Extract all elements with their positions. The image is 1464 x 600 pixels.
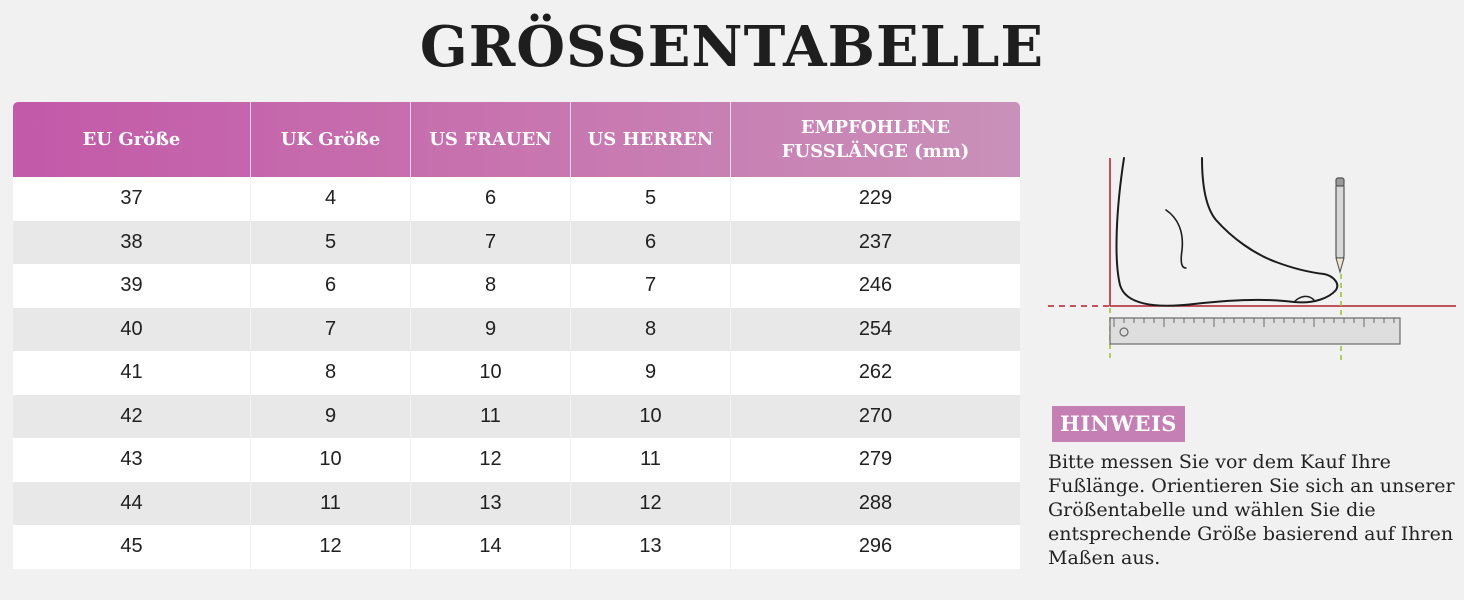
cell-eu: 42: [13, 394, 251, 438]
cell-us-women: 11: [411, 394, 571, 438]
cell-uk: 6: [251, 264, 411, 308]
cell-eu: 43: [13, 438, 251, 482]
cell-foot-length: 237: [731, 220, 1020, 264]
column-header-eu: EU Größe: [13, 102, 251, 177]
page-title: GRÖSSENTABELLE: [419, 14, 1045, 80]
cell-us-men: 5: [571, 177, 731, 221]
cell-us-men: 8: [571, 307, 731, 351]
table-row: 40 7 9 8 254: [13, 307, 1020, 351]
cell-uk: 10: [251, 438, 411, 482]
cell-foot-length: 262: [731, 351, 1020, 395]
cell-eu: 39: [13, 264, 251, 308]
cell-eu: 38: [13, 220, 251, 264]
cell-foot-length: 288: [731, 481, 1020, 525]
table-row: 45 12 14 13 296: [13, 525, 1020, 569]
cell-eu: 37: [13, 177, 251, 221]
cell-foot-length: 229: [731, 177, 1020, 221]
cell-us-men: 12: [571, 481, 731, 525]
cell-us-women: 14: [411, 525, 571, 569]
table-row: 41 8 10 9 262: [13, 351, 1020, 395]
column-header-us-women: US FRAUEN: [411, 102, 571, 177]
cell-uk: 7: [251, 307, 411, 351]
cell-eu: 41: [13, 351, 251, 395]
hint-label: HINWEIS: [1052, 406, 1185, 442]
cell-us-women: 13: [411, 481, 571, 525]
cell-us-men: 9: [571, 351, 731, 395]
cell-foot-length: 296: [731, 525, 1020, 569]
table-row: 42 9 11 10 270: [13, 394, 1020, 438]
cell-eu: 45: [13, 525, 251, 569]
cell-us-men: 13: [571, 525, 731, 569]
cell-us-women: 9: [411, 307, 571, 351]
cell-us-men: 10: [571, 394, 731, 438]
column-header-us-men: US HERREN: [571, 102, 731, 177]
foot-measurement-illustration: [1048, 157, 1456, 362]
cell-uk: 8: [251, 351, 411, 395]
hint-text: Bitte messen Sie vor dem Kauf Ihre Fußlä…: [1048, 451, 1455, 569]
table-row: 38 5 7 6 237: [13, 220, 1020, 264]
pencil-icon: [1335, 177, 1345, 275]
cell-foot-length: 246: [731, 264, 1020, 308]
foot-toe-detail: [1293, 295, 1315, 303]
cell-foot-length: 279: [731, 438, 1020, 482]
cell-uk: 12: [251, 525, 411, 569]
table-row: 44 11 13 12 288: [13, 481, 1020, 525]
cell-foot-length: 254: [731, 307, 1020, 351]
cell-us-men: 7: [571, 264, 731, 308]
foot-outline: [1115, 157, 1339, 307]
column-header-uk: UK Größe: [251, 102, 411, 177]
size-chart-table: EU Größe UK Größe US FRAUEN US HERREN EM…: [13, 102, 1020, 569]
cell-uk: 9: [251, 394, 411, 438]
cell-us-women: 6: [411, 177, 571, 221]
cell-us-women: 7: [411, 220, 571, 264]
cell-foot-length: 270: [731, 394, 1020, 438]
cell-us-women: 8: [411, 264, 571, 308]
cell-us-women: 12: [411, 438, 571, 482]
cell-eu: 44: [13, 481, 251, 525]
cell-us-men: 6: [571, 220, 731, 264]
cell-us-men: 11: [571, 438, 731, 482]
ruler-icon: [1109, 317, 1401, 345]
table-row: 37 4 6 5 229: [13, 177, 1020, 221]
table-header-row: EU Größe UK Größe US FRAUEN US HERREN EM…: [13, 102, 1020, 177]
cell-us-women: 10: [411, 351, 571, 395]
cell-uk: 11: [251, 481, 411, 525]
column-header-foot-length: EMPFOHLENE FUSSLÄNGE (mm): [781, 116, 970, 162]
cell-uk: 5: [251, 220, 411, 264]
cell-eu: 40: [13, 307, 251, 351]
foot-ankle-curve: [1165, 209, 1187, 269]
table-row: 39 6 8 7 246: [13, 264, 1020, 308]
cell-uk: 4: [251, 177, 411, 221]
table-row: 43 10 12 11 279: [13, 438, 1020, 482]
